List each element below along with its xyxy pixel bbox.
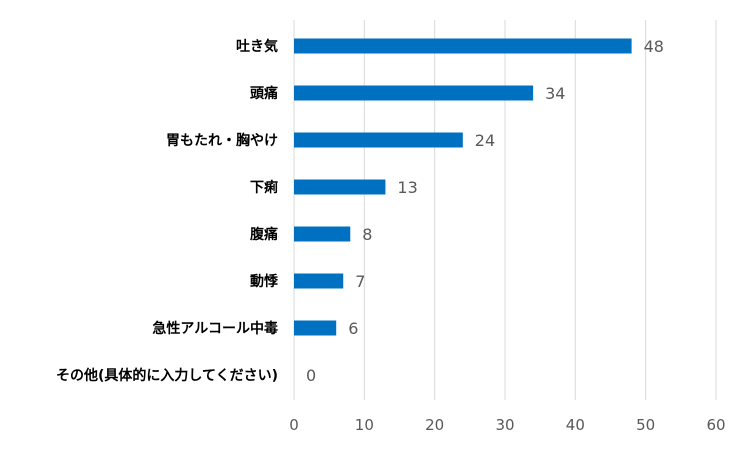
data-label: 8	[362, 225, 372, 244]
x-tick-label: 30	[495, 416, 514, 434]
bars	[294, 38, 632, 336]
x-tick-label: 60	[706, 416, 725, 434]
category-label: 腹痛	[250, 226, 278, 243]
data-label: 7	[355, 272, 365, 291]
category-label: 頭痛	[250, 85, 278, 102]
bar	[294, 132, 463, 148]
x-tick-label: 20	[425, 416, 444, 434]
category-label: 急性アルコール中毒	[152, 320, 278, 337]
data-labels: 48 34 24 13 8 7 6 0	[306, 37, 664, 385]
bar	[294, 226, 351, 242]
category-label: 動悸	[250, 273, 279, 290]
bar	[294, 179, 386, 195]
category-label: 胃もたれ・胸やけ	[166, 132, 278, 149]
category-labels: 吐き気頭痛胃もたれ・胸やけ下痢腹痛動悸急性アルコール中毒その他(具体的に入力して…	[56, 38, 279, 384]
data-label: 48	[644, 37, 664, 56]
bar	[294, 38, 632, 54]
x-tick-label: 10	[355, 416, 374, 434]
x-axis-ticks: 0 10 20 30 40 50 60	[289, 416, 725, 434]
data-label: 6	[348, 319, 358, 338]
x-tick-label: 50	[636, 416, 655, 434]
data-label: 34	[545, 84, 565, 103]
category-label: 下痢	[250, 179, 278, 196]
bar	[294, 320, 337, 336]
bar	[294, 273, 344, 289]
category-label: 吐き気	[236, 38, 278, 55]
gridlines	[293, 20, 717, 400]
data-label: 24	[475, 131, 495, 150]
data-label: 13	[397, 178, 417, 197]
x-tick-label: 0	[289, 416, 299, 434]
bar	[294, 85, 534, 101]
x-tick-label: 40	[566, 416, 585, 434]
data-label: 0	[306, 366, 316, 385]
category-label: その他(具体的に入力してください)	[56, 367, 278, 384]
